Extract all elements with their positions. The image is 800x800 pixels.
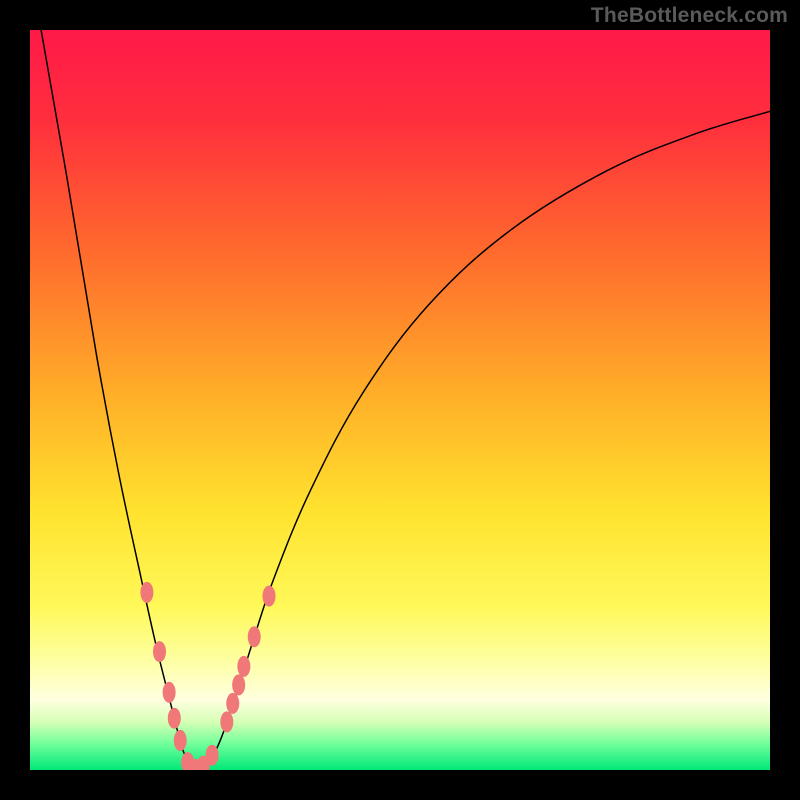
- data-marker: [238, 656, 250, 676]
- bottleneck-curve: [41, 30, 770, 770]
- data-marker: [141, 582, 153, 602]
- curve-layer: [30, 30, 770, 770]
- chart-container: TheBottleneck.com: [0, 0, 800, 800]
- data-marker: [248, 627, 260, 647]
- data-marker: [206, 745, 218, 765]
- data-marker: [227, 693, 239, 713]
- data-marker: [163, 682, 175, 702]
- data-marker: [168, 708, 180, 728]
- watermark-text: TheBottleneck.com: [591, 4, 788, 28]
- data-marker: [174, 730, 186, 750]
- data-marker: [221, 712, 233, 732]
- marker-group: [141, 582, 275, 770]
- plot-area: [30, 30, 770, 770]
- data-marker: [233, 675, 245, 695]
- data-marker: [263, 586, 275, 606]
- data-marker: [154, 642, 166, 662]
